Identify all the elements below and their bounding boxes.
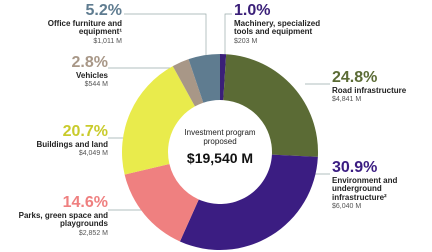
percent-label: 5.2% — [85, 2, 122, 19]
slice — [223, 54, 319, 157]
slice-label: 5.2% Office furniture and equipment¹ $1,01… — [10, 2, 122, 45]
category-name: Machinery, specialized tools and equipme… — [234, 18, 321, 37]
percent-label: 2.8% — [71, 54, 108, 71]
percent-label: 14.6% — [62, 194, 108, 211]
percent-label: 1.0% — [234, 2, 271, 19]
category-name: Environment and underground infrastructu… — [332, 175, 398, 202]
slice — [220, 54, 227, 101]
slice — [179, 154, 318, 250]
amount-label: $4,049 M — [78, 150, 108, 158]
slice — [124, 163, 199, 242]
amount-label: $6,040 M — [332, 202, 362, 210]
slice — [172, 59, 204, 107]
percent-label: 24.8% — [332, 69, 378, 86]
slice-label: 30.9% Environment and underground infrast… — [332, 159, 427, 210]
slice-label: 1.0% Machinery, specialized tools and equ… — [234, 2, 329, 45]
slice — [188, 54, 220, 103]
category-name: Road infrastructure — [332, 85, 407, 95]
category-name: Buildings and land — [36, 139, 108, 149]
amount-label: $544 M — [84, 81, 108, 89]
slice-label: 24.8% Road infrastructure $4,841 M — [332, 69, 422, 104]
leader-line — [224, 13, 232, 55]
amount-label: $203 M — [234, 37, 258, 45]
leader-lines — [108, 13, 330, 211]
amount-label: $4,841 M — [332, 96, 362, 104]
percent-label: 30.9% — [332, 159, 378, 176]
slice-label: 14.6% Parks, green space and playgrounds $… — [10, 194, 108, 237]
slice — [122, 66, 195, 175]
center-title: Investment program proposed — [184, 128, 256, 146]
category-name: Parks, green space and playgrounds — [18, 210, 108, 229]
percent-label: 20.7% — [62, 123, 108, 140]
slice-label: 2.8% Vehicles $544 M — [10, 54, 108, 89]
amount-label: $2,852 M — [78, 229, 108, 237]
slice-label: 20.7% Buildings and land $4,049 M — [10, 123, 108, 158]
leader-line — [124, 13, 207, 58]
amount-label: $1,011 M — [93, 37, 122, 45]
category-name: Vehicles — [75, 70, 108, 80]
center-value: $19,540 M — [186, 150, 254, 166]
category-name: Office furniture and equipment¹ — [47, 18, 122, 37]
